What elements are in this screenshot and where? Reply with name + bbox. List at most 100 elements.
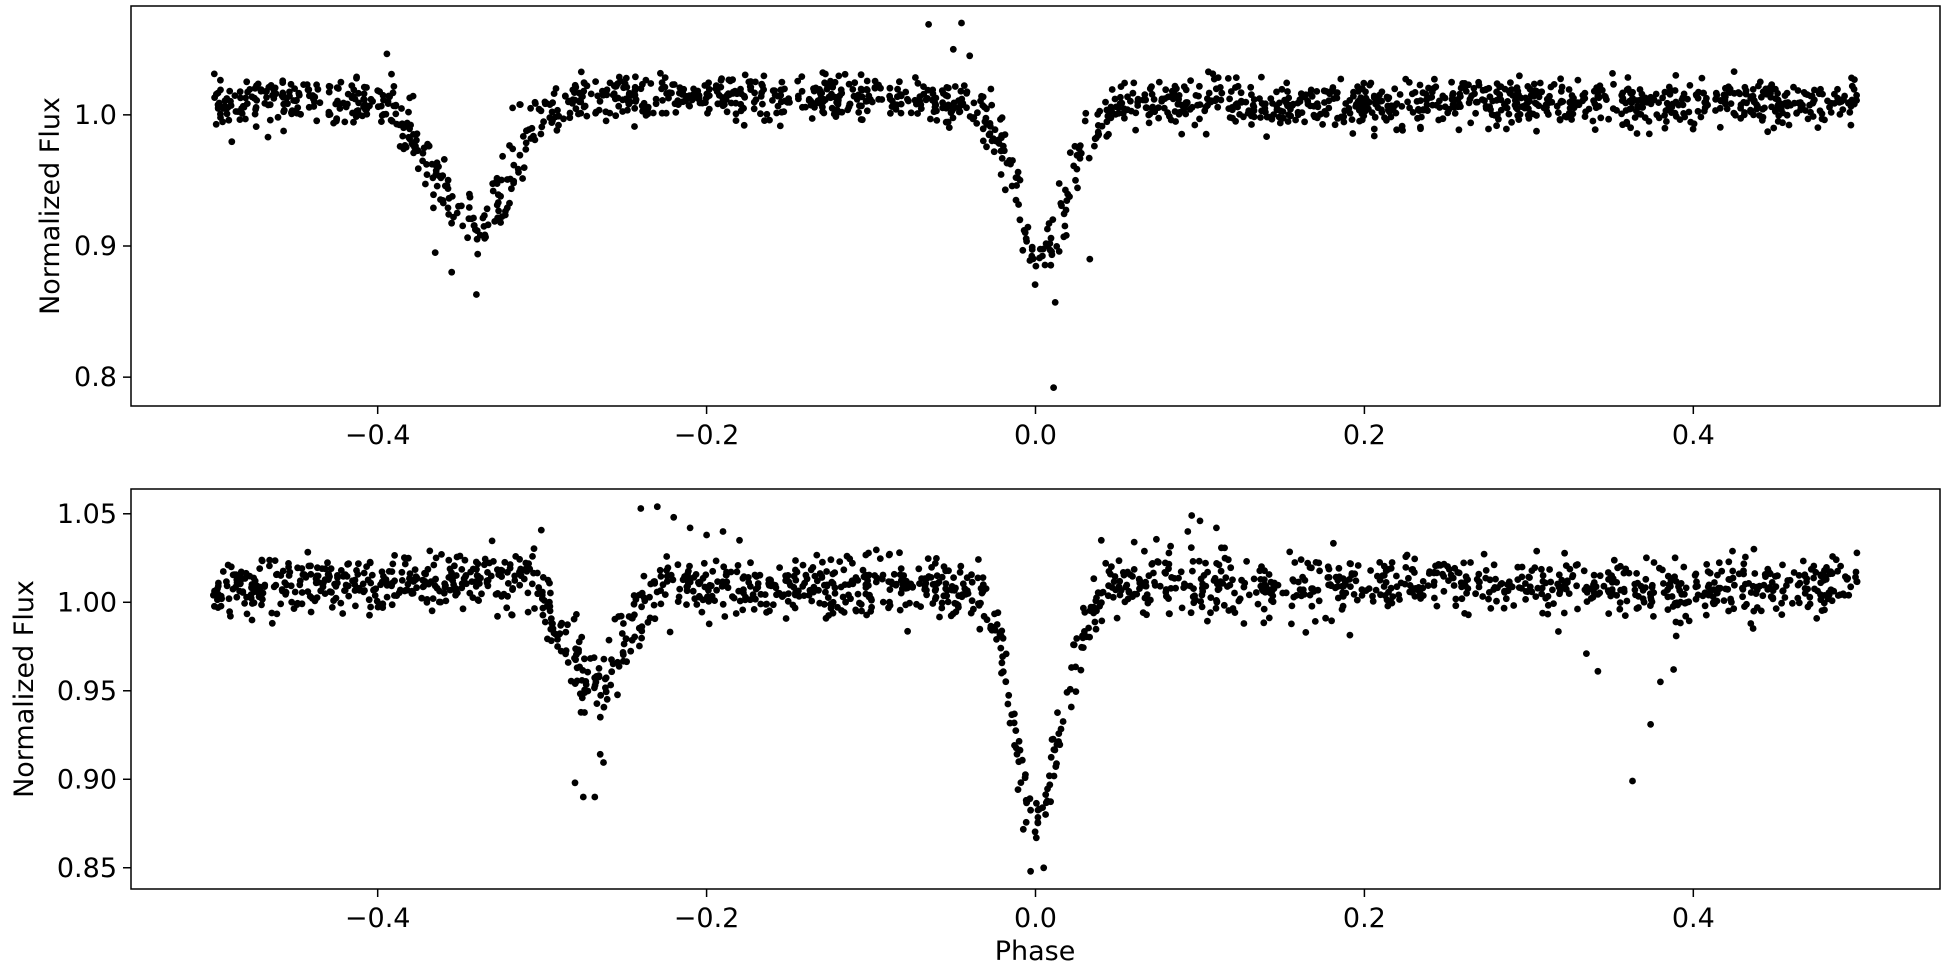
data-point — [1493, 88, 1500, 96]
data-point — [988, 101, 996, 109]
data-point — [1358, 586, 1366, 593]
data-point — [938, 599, 946, 607]
data-point — [669, 576, 677, 584]
data-point — [271, 84, 279, 92]
data-point — [423, 598, 431, 606]
data-point — [1730, 605, 1738, 613]
data-point — [618, 630, 626, 637]
data-point — [1383, 93, 1391, 101]
data-point — [442, 597, 450, 605]
data-point — [1514, 563, 1522, 571]
data-point — [666, 628, 674, 636]
data-point — [360, 95, 367, 103]
data-point — [712, 85, 720, 92]
data-point — [383, 581, 391, 589]
data-point — [798, 87, 806, 95]
data-point — [373, 597, 381, 605]
data-point — [1111, 95, 1119, 103]
data-point — [776, 92, 783, 100]
data-point — [1369, 597, 1377, 605]
data-point — [1649, 96, 1657, 104]
data-point — [1308, 585, 1315, 593]
data-point — [1092, 597, 1100, 605]
data-point — [1358, 592, 1366, 599]
data-point — [465, 204, 473, 211]
data-point — [1422, 90, 1430, 98]
data-point — [1146, 85, 1154, 93]
data-point — [425, 142, 433, 150]
data-point — [757, 590, 765, 598]
data-point — [395, 121, 403, 129]
data-point — [872, 546, 880, 554]
data-point — [1393, 583, 1401, 591]
data-point — [1151, 578, 1158, 586]
data-point — [1014, 786, 1022, 793]
data-point — [698, 608, 706, 616]
data-point — [879, 571, 887, 579]
data-point — [1143, 104, 1151, 112]
data-point — [237, 568, 245, 576]
data-point — [1616, 605, 1624, 613]
data-point — [1701, 602, 1709, 610]
data-point — [1475, 570, 1483, 578]
data-point — [473, 565, 480, 573]
data-point — [614, 94, 622, 102]
data-point — [1819, 90, 1826, 98]
data-point — [578, 92, 585, 99]
data-point — [623, 658, 630, 666]
data-point — [1002, 650, 1010, 658]
data-point — [1229, 576, 1236, 584]
data-point — [1722, 585, 1729, 593]
data-point — [419, 157, 426, 165]
data-point — [1774, 101, 1782, 109]
data-point — [1011, 742, 1018, 749]
data-point — [1007, 160, 1014, 168]
data-point — [548, 108, 556, 116]
data-point — [761, 117, 768, 124]
data-point — [517, 565, 524, 573]
data-point — [602, 684, 609, 692]
data-point — [544, 576, 552, 584]
data-point — [1090, 609, 1097, 617]
data-point — [1150, 569, 1157, 577]
data-point — [1393, 126, 1400, 134]
data-point — [785, 590, 792, 597]
data-point — [236, 88, 244, 96]
data-point — [571, 654, 578, 662]
data-point — [1779, 109, 1787, 117]
data-point — [596, 750, 604, 758]
data-point — [1308, 93, 1316, 100]
data-point — [1742, 553, 1749, 561]
data-point — [1141, 582, 1149, 590]
data-point — [300, 571, 308, 578]
data-point — [896, 78, 903, 86]
data-point — [794, 77, 802, 85]
data-point — [1393, 572, 1400, 580]
data-point — [1723, 105, 1731, 113]
data-point — [915, 565, 923, 573]
data-point — [1676, 116, 1684, 123]
data-point — [1091, 618, 1099, 626]
data-point — [702, 571, 710, 579]
data-point — [541, 618, 549, 626]
data-point — [277, 600, 285, 608]
data-point — [1672, 72, 1680, 79]
data-point — [529, 553, 536, 560]
data-point — [409, 92, 417, 100]
data-point — [1072, 176, 1079, 184]
data-point — [661, 74, 669, 81]
data-point — [1767, 85, 1775, 92]
data-point — [993, 636, 1000, 643]
data-point — [1758, 93, 1765, 101]
data-point — [562, 628, 570, 636]
data-point — [1013, 182, 1020, 189]
data-point — [934, 580, 941, 587]
data-point — [1107, 570, 1114, 578]
data-point — [1460, 559, 1468, 567]
data-point — [1091, 135, 1099, 143]
data-point — [1252, 589, 1260, 596]
data-point — [1105, 130, 1112, 138]
data-point — [831, 590, 839, 597]
data-point — [805, 95, 813, 103]
data-point — [1664, 572, 1672, 580]
